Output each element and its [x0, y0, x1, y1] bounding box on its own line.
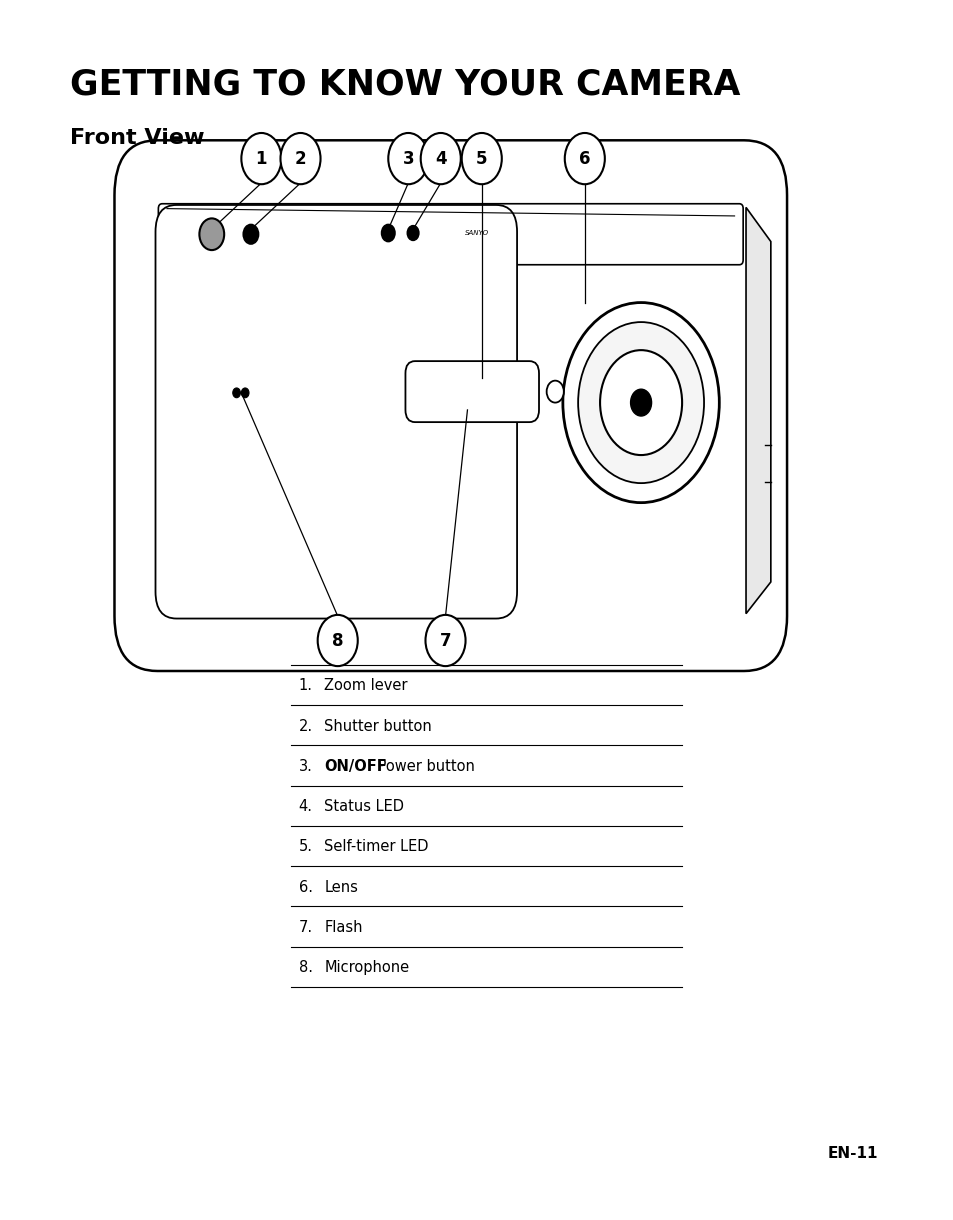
Text: 8.: 8. — [298, 960, 313, 975]
Text: 2: 2 — [294, 150, 306, 167]
Text: Flash: Flash — [324, 920, 362, 935]
Text: 7: 7 — [439, 632, 451, 649]
Circle shape — [562, 303, 719, 503]
Text: Zoom lever: Zoom lever — [324, 678, 408, 693]
Text: Front View: Front View — [70, 128, 204, 148]
Text: 1: 1 — [255, 150, 267, 167]
Text: 4: 4 — [435, 150, 446, 167]
FancyBboxPatch shape — [158, 204, 742, 265]
Circle shape — [243, 224, 258, 244]
Text: 1.: 1. — [298, 678, 313, 693]
Text: 2.: 2. — [298, 719, 313, 733]
Circle shape — [578, 322, 703, 483]
Circle shape — [241, 133, 281, 184]
Circle shape — [317, 615, 357, 666]
Text: 6.: 6. — [298, 880, 313, 894]
Text: Status LED: Status LED — [324, 799, 404, 814]
Text: 8: 8 — [332, 632, 343, 649]
Circle shape — [564, 133, 604, 184]
Circle shape — [425, 615, 465, 666]
Text: 6: 6 — [578, 150, 590, 167]
Text: SANYO: SANYO — [464, 231, 489, 235]
Circle shape — [241, 388, 249, 398]
Text: Lens: Lens — [324, 880, 358, 894]
FancyBboxPatch shape — [114, 140, 786, 671]
Circle shape — [280, 133, 320, 184]
Circle shape — [546, 381, 563, 403]
Text: Shutter button: Shutter button — [324, 719, 432, 733]
FancyBboxPatch shape — [155, 205, 517, 619]
FancyBboxPatch shape — [405, 361, 538, 422]
Text: 3: 3 — [402, 150, 414, 167]
Polygon shape — [745, 207, 770, 614]
Circle shape — [381, 224, 395, 242]
Text: GETTING TO KNOW YOUR CAMERA: GETTING TO KNOW YOUR CAMERA — [70, 67, 740, 101]
Text: Microphone: Microphone — [324, 960, 409, 975]
Circle shape — [630, 389, 651, 416]
Text: 5: 5 — [476, 150, 487, 167]
Text: 4.: 4. — [298, 799, 313, 814]
Text: Power button: Power button — [373, 759, 475, 773]
Circle shape — [199, 218, 224, 250]
Circle shape — [599, 350, 681, 455]
Circle shape — [233, 388, 240, 398]
Circle shape — [407, 226, 418, 240]
Text: 5.: 5. — [298, 839, 313, 854]
Text: 3.: 3. — [298, 759, 313, 773]
Text: 7.: 7. — [298, 920, 313, 935]
Circle shape — [420, 133, 460, 184]
Circle shape — [461, 133, 501, 184]
Text: ON/OFF: ON/OFF — [324, 759, 387, 773]
Text: Self-timer LED: Self-timer LED — [324, 839, 429, 854]
Text: EN-11: EN-11 — [826, 1147, 877, 1161]
Circle shape — [388, 133, 428, 184]
